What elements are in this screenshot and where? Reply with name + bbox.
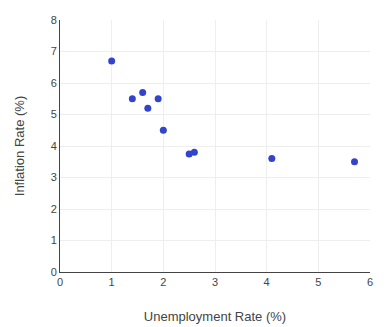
svg-text:6: 6 xyxy=(367,276,373,288)
svg-text:2: 2 xyxy=(51,203,57,215)
svg-text:4: 4 xyxy=(264,276,270,288)
svg-text:2: 2 xyxy=(160,276,166,288)
svg-text:3: 3 xyxy=(212,276,218,288)
svg-text:Unemployment Rate (%): Unemployment Rate (%) xyxy=(144,309,286,324)
svg-text:7: 7 xyxy=(51,45,57,57)
svg-text:6: 6 xyxy=(51,77,57,89)
svg-text:0: 0 xyxy=(57,276,63,288)
svg-text:3: 3 xyxy=(51,171,57,183)
svg-text:5: 5 xyxy=(315,276,321,288)
svg-text:0: 0 xyxy=(51,266,57,278)
svg-text:1: 1 xyxy=(109,276,115,288)
svg-text:5: 5 xyxy=(51,108,57,120)
svg-text:4: 4 xyxy=(51,140,57,152)
svg-text:8: 8 xyxy=(51,14,57,26)
svg-text:1: 1 xyxy=(51,234,57,246)
svg-text:Inflation Rate (%): Inflation Rate (%) xyxy=(12,96,27,196)
